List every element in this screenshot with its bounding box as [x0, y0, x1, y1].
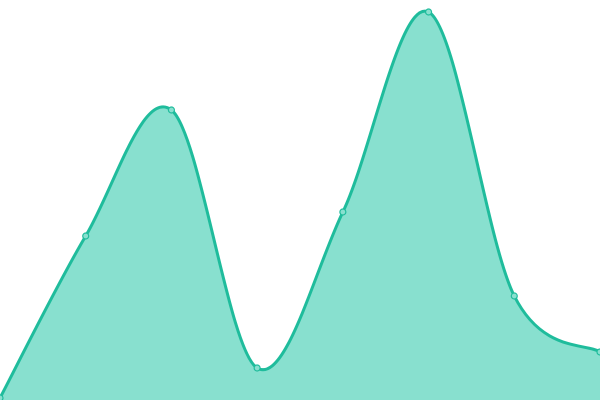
data-point — [596, 348, 600, 356]
area-fill — [0, 11, 600, 400]
data-point — [82, 232, 90, 240]
data-point — [0, 394, 4, 400]
data-point — [167, 106, 176, 114]
data-point — [424, 8, 433, 16]
data-point — [253, 364, 261, 372]
area-line — [0, 9, 600, 399]
data-point — [510, 292, 518, 300]
data-point — [339, 208, 347, 216]
